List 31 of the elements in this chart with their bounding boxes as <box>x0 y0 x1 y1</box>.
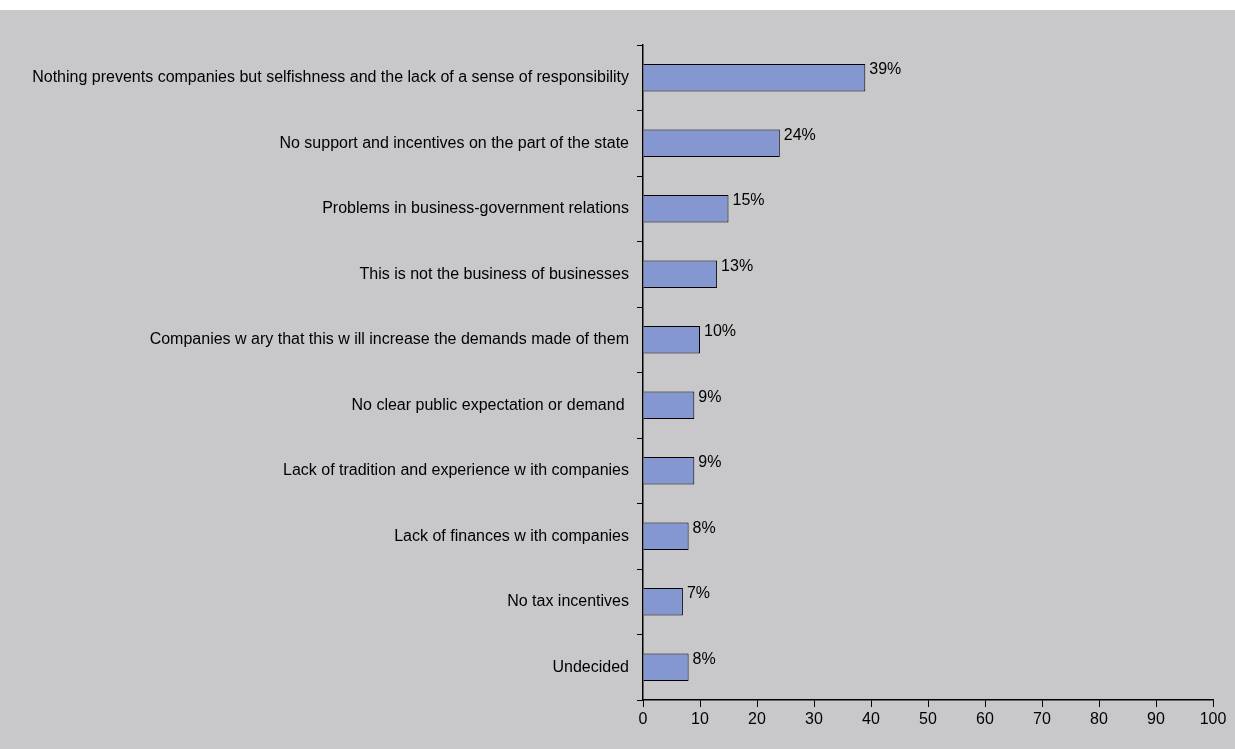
x-tick-label: 100 <box>1199 710 1227 728</box>
x-tick-label: 90 <box>1147 710 1165 728</box>
x-tick-label: 0 <box>638 710 648 728</box>
data-label: 15% <box>732 191 765 209</box>
data-label: 24% <box>783 125 816 143</box>
data-label: 9% <box>698 453 722 471</box>
y-tick-label: This is not the business of businesses <box>359 264 629 282</box>
x-tick-label: 50 <box>919 710 937 728</box>
y-tick-label: Problems in business-government relations <box>322 199 629 217</box>
y-tick-label: No support and incentives on the part of the state <box>279 133 630 151</box>
y-tick-label: Companies w ary that this w ill increase the demands made of them <box>149 330 629 348</box>
data-label: 10% <box>704 322 737 340</box>
x-tick-label: 20 <box>748 710 766 728</box>
y-tick-label: Lack of tradition and experience w ith companies <box>283 461 629 479</box>
data-label: 8% <box>692 649 716 667</box>
x-tick-label: 40 <box>862 710 880 728</box>
data-label: 7% <box>686 584 711 602</box>
x-tick-label: 30 <box>805 710 823 728</box>
data-label: 8% <box>692 518 716 536</box>
data-label: 9% <box>698 387 722 405</box>
y-tick-label: No tax incentives <box>507 592 629 610</box>
x-tick-label: 70 <box>1033 710 1051 728</box>
y-tick-label: Nothing prevents companies but selfishness and the lack of a sense of responsibility <box>32 68 629 86</box>
data-label: 39% <box>869 60 902 78</box>
y-tick-label: Lack of finances w ith companies <box>394 526 629 544</box>
y-tick-label: Undecided <box>552 657 629 675</box>
x-tick-label: 10 <box>691 710 709 728</box>
x-tick-label: 60 <box>976 710 994 728</box>
data-label: 13% <box>721 256 754 274</box>
x-tick-label: 80 <box>1090 710 1108 728</box>
y-tick-label: No clear public expectation or demand <box>351 395 629 413</box>
